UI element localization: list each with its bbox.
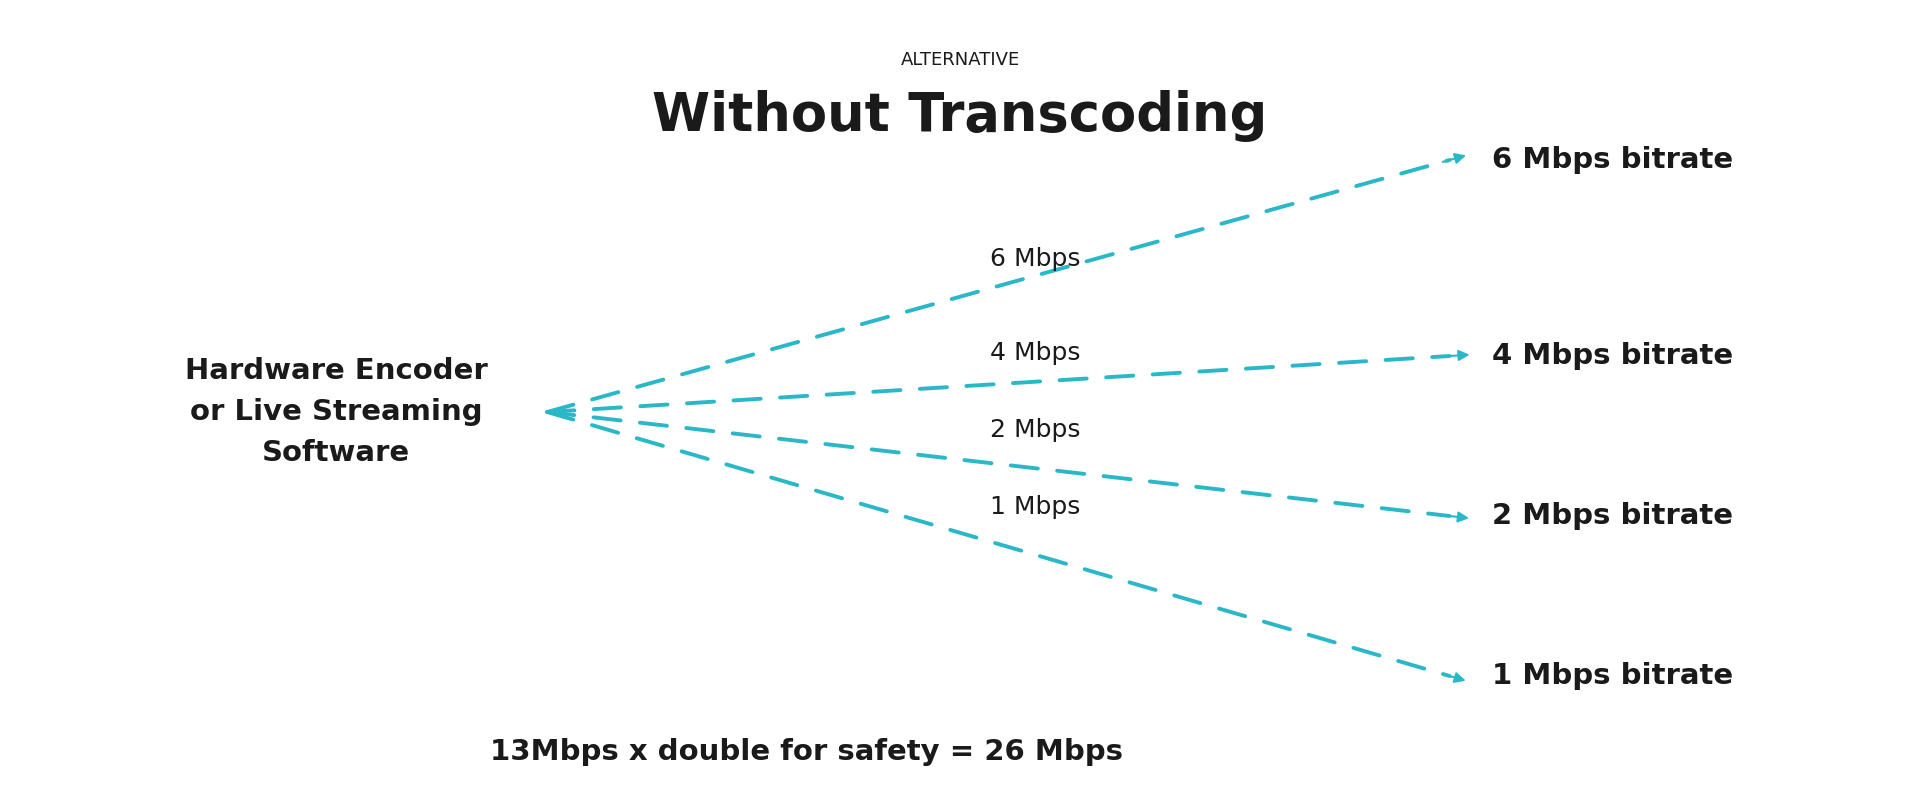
Text: 2 Mbps bitrate: 2 Mbps bitrate [1492,502,1734,530]
Text: 6 Mbps bitrate: 6 Mbps bitrate [1492,146,1734,174]
Text: 4 Mbps bitrate: 4 Mbps bitrate [1492,342,1734,370]
Text: 1 Mbps: 1 Mbps [991,494,1081,518]
Text: Hardware Encoder
or Live Streaming
Software: Hardware Encoder or Live Streaming Softw… [184,357,488,467]
Text: 4 Mbps: 4 Mbps [991,341,1081,365]
Text: Without Transcoding: Without Transcoding [653,90,1267,142]
Text: 2 Mbps: 2 Mbps [991,418,1081,442]
Text: 13Mbps x double for safety = 26 Mbps: 13Mbps x double for safety = 26 Mbps [490,738,1123,766]
Text: 1 Mbps bitrate: 1 Mbps bitrate [1492,662,1734,690]
Text: ALTERNATIVE: ALTERNATIVE [900,51,1020,69]
Text: 6 Mbps: 6 Mbps [991,247,1081,271]
